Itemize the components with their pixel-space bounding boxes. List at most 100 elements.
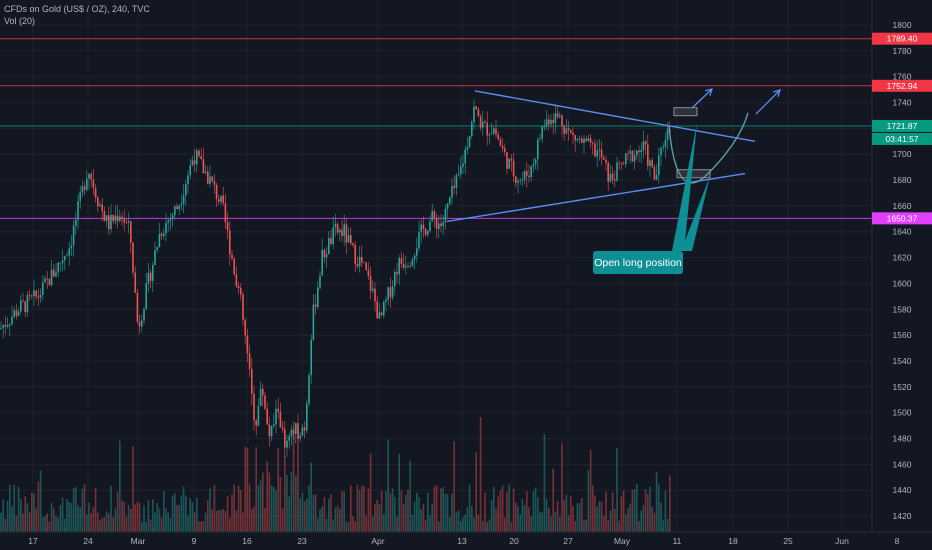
candle-body	[226, 222, 229, 231]
volume-bar	[39, 470, 42, 532]
price-tick-label: 1500	[893, 408, 912, 418]
up-arrow	[755, 89, 781, 115]
volume-bar	[281, 508, 284, 532]
candle-body	[444, 208, 447, 223]
trendline[interactable]	[474, 90, 756, 142]
candle-body	[70, 245, 73, 249]
volume-bar	[61, 497, 64, 532]
candle-body	[123, 219, 125, 223]
candle-body	[427, 230, 429, 235]
candle-body	[35, 290, 37, 297]
candle-body	[242, 294, 244, 321]
volume-bar	[112, 516, 114, 532]
candle-body	[57, 262, 59, 273]
volume-bar	[77, 505, 79, 532]
volume-bar	[466, 507, 469, 532]
volume-bar	[451, 493, 453, 532]
volume-bar	[180, 495, 183, 532]
candle-body	[343, 224, 345, 237]
candle-body	[420, 224, 422, 233]
volume-bar	[550, 516, 552, 532]
candle-body	[196, 150, 198, 165]
open-long-callout[interactable]: Open long position	[593, 251, 683, 274]
volume-bar	[48, 521, 51, 532]
candle-body	[647, 144, 649, 167]
volume-bar	[391, 488, 394, 532]
volume-bar	[22, 513, 24, 532]
volume-bar	[455, 512, 458, 532]
candle-body	[495, 128, 497, 135]
candle-body	[167, 220, 169, 223]
candle-body	[576, 138, 579, 141]
volume-bar	[539, 511, 541, 532]
volume-bar	[187, 515, 189, 532]
volume-bar	[352, 516, 354, 532]
volume-bar	[308, 485, 310, 532]
volume-bar	[317, 518, 319, 532]
volume-bar	[484, 492, 486, 532]
candle-body	[640, 150, 642, 153]
volume-indicator-label[interactable]: Vol (20)	[4, 16, 36, 26]
callout-pointer	[681, 176, 710, 251]
candle-body	[396, 272, 398, 275]
volume-bar	[473, 517, 475, 532]
candle-body	[323, 249, 326, 258]
candle-body	[391, 286, 394, 298]
volume-bar	[512, 488, 515, 532]
volume-bar	[15, 516, 18, 532]
volume-bar	[356, 484, 359, 532]
volume-bar	[103, 517, 106, 532]
volume-bar	[310, 462, 312, 532]
volume-bar	[257, 485, 260, 532]
candle-body	[328, 238, 330, 255]
candle-body	[191, 160, 194, 166]
volume-bar	[20, 499, 22, 532]
trendline[interactable]	[446, 172, 746, 223]
volume-bar	[295, 475, 297, 532]
volume-bar	[660, 502, 662, 532]
volume-bar	[288, 496, 290, 532]
candle-body	[50, 269, 53, 286]
candle-body	[147, 272, 150, 284]
volume-bar	[567, 515, 570, 532]
volume-bar	[464, 514, 466, 532]
candle-body	[141, 320, 143, 327]
candle-body	[31, 295, 33, 297]
volume-bar	[638, 520, 640, 532]
volume-bar	[160, 517, 163, 532]
candle-body	[90, 173, 92, 180]
volume-bar	[299, 498, 301, 532]
candle-body	[603, 157, 605, 160]
candle-body	[264, 395, 266, 409]
candle-body	[24, 301, 26, 313]
candle-body	[158, 233, 161, 247]
volume-bar	[625, 514, 627, 532]
volume-bar	[99, 519, 101, 532]
volume-bar	[345, 521, 348, 532]
candle-body	[653, 166, 656, 180]
volume-bar	[11, 506, 13, 532]
candle-body	[596, 150, 598, 157]
price-tick-label: 1800	[893, 20, 912, 30]
candle-body	[72, 225, 75, 246]
volume-bar	[189, 498, 191, 532]
volume-bar	[653, 512, 656, 532]
candle-body	[565, 128, 568, 134]
volume-bar	[17, 486, 20, 532]
candle-body	[407, 265, 409, 267]
volume-bar	[598, 501, 601, 532]
volume-bar	[125, 516, 128, 532]
volume-bar	[143, 505, 145, 532]
candle-body	[662, 146, 664, 148]
candle-body	[127, 221, 130, 223]
volume-bar	[154, 512, 156, 532]
volume-bar	[218, 510, 220, 532]
volume-bar	[44, 516, 46, 532]
volume-bar	[374, 504, 376, 532]
price-tick-label: 1420	[893, 511, 912, 521]
volume-bar	[57, 517, 59, 532]
volume-bar	[323, 497, 326, 532]
candle-body	[125, 222, 128, 224]
volume-bar	[110, 486, 112, 532]
